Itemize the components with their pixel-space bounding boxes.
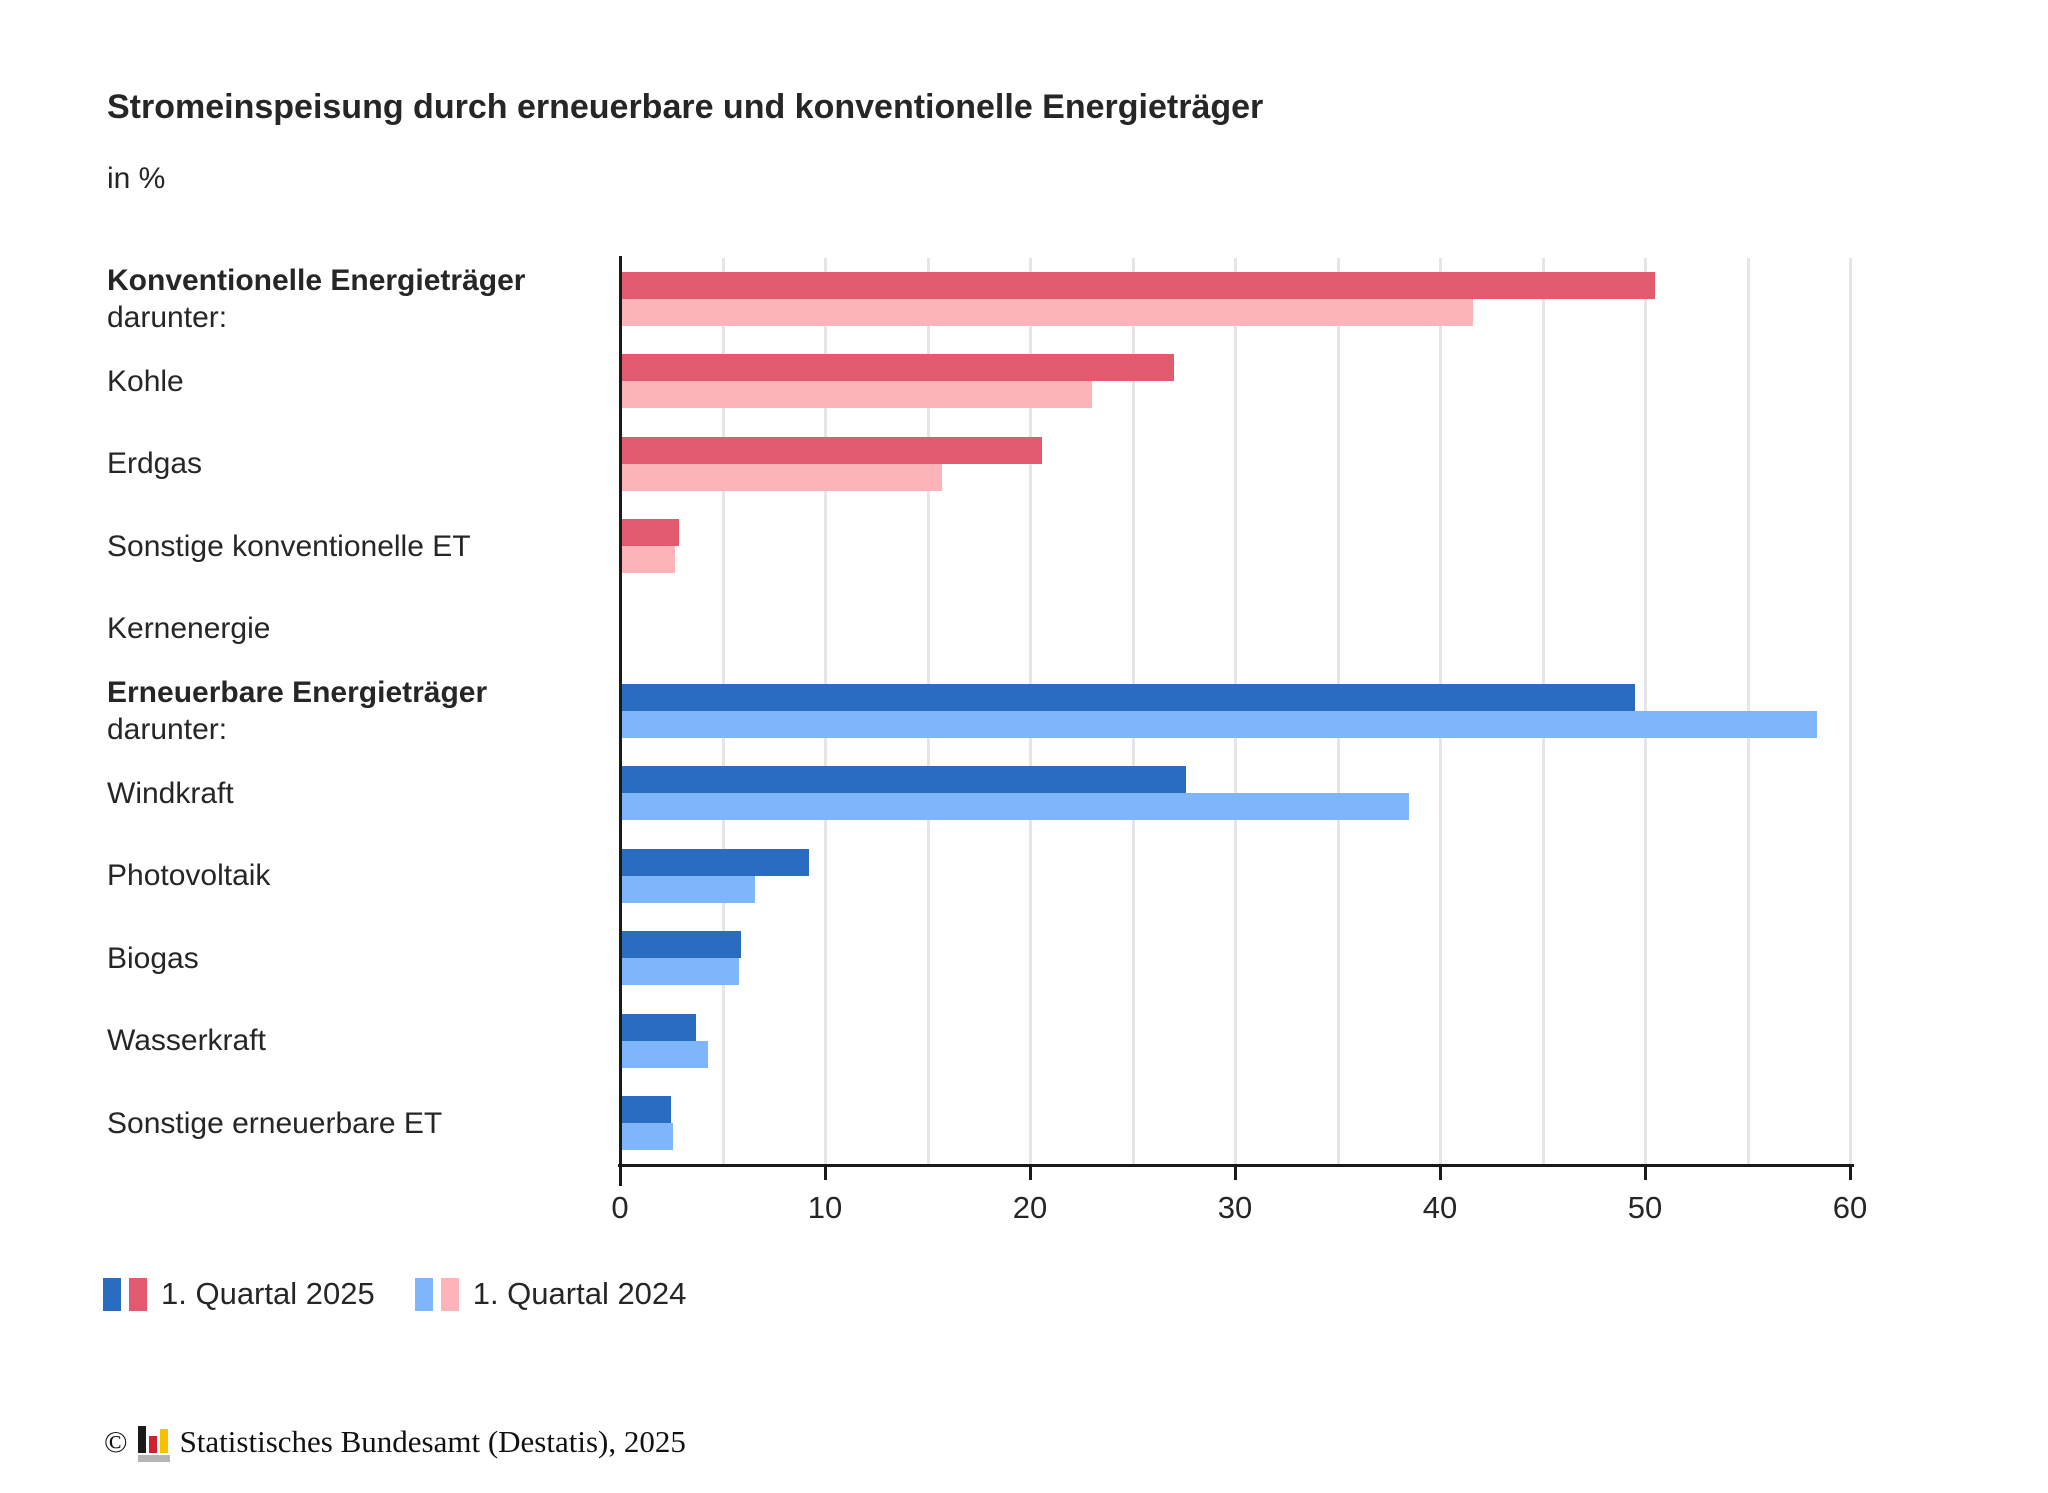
category-label-text: Kohle (107, 364, 184, 398)
category-row: Biogas (0, 917, 2048, 999)
bar-q1-2024 (620, 1123, 674, 1150)
category-row: Sonstige konventionelle ET (0, 505, 2048, 587)
tick-mark (1849, 1167, 1852, 1180)
category-label: Erdgas (107, 423, 602, 505)
category-label-text: Wasserkraft (107, 1024, 266, 1058)
category-label-text: Kernenergie (107, 612, 271, 646)
tick-label: 0 (611, 1190, 629, 1225)
category-label-text: Sonstige konventionelle ET (107, 529, 471, 563)
bar-q1-2025 (620, 931, 741, 959)
category-row: Erdgas (0, 423, 2048, 505)
legend-chip-renewable (414, 1277, 433, 1311)
category-label: Sonstige erneuerbare ET (107, 1082, 602, 1164)
category-row: Kernenergie (0, 588, 2048, 670)
bar-q1-2024 (620, 875, 756, 903)
tick-label: 30 (1217, 1190, 1253, 1225)
category-label: Photovoltaik (107, 835, 602, 917)
y-axis-line (619, 256, 622, 1186)
tick-label: 10 (807, 1190, 843, 1225)
category-label: Konventionelle Energieträger darunter: (107, 258, 602, 340)
category-label-text: Erneuerbare Energieträger (107, 676, 488, 709)
destatis-logo-icon (137, 1422, 170, 1462)
x-axis-line (618, 1164, 1854, 1167)
bar-q1-2025 (620, 354, 1174, 382)
legend-item: 1. Quartal 2024 (414, 1276, 687, 1312)
category-label: Kohle (107, 340, 602, 422)
bar-q1-2024 (620, 463, 942, 491)
bar-q1-2025 (620, 519, 680, 547)
legend-item-label: 1. Quartal 2024 (472, 1276, 687, 1311)
bar-q1-2025 (620, 1096, 672, 1123)
tick-mark (1029, 1167, 1032, 1180)
tick-label: 60 (1832, 1190, 1868, 1225)
source-footer: © Statistisches Bundesamt (Destatis), 20… (104, 1422, 686, 1462)
legend-chip-conventional (129, 1277, 147, 1311)
category-label: Biogas (107, 917, 602, 999)
category-row: Photovoltaik (0, 835, 2048, 917)
bar-q1-2024 (620, 381, 1092, 409)
bar-q1-2025 (620, 272, 1656, 299)
bar-q1-2024 (620, 793, 1410, 821)
tick-mark (824, 1167, 827, 1180)
bar-q1-2025 (620, 766, 1186, 794)
bar-q1-2025 (620, 1013, 696, 1041)
page-title: Stromeinspeisung durch erneuerbare und k… (107, 88, 1264, 126)
tick-mark (1644, 1167, 1647, 1180)
category-label-text: Konventionelle Energieträger (107, 264, 526, 297)
page-subtitle: in % (107, 162, 166, 195)
category-label: Windkraft (107, 752, 602, 834)
category-label-text: Photovoltaik (107, 859, 271, 893)
category-label: Sonstige konventionelle ET (107, 505, 602, 587)
category-label-text: Biogas (107, 941, 199, 975)
bar-q1-2025 (620, 436, 1043, 464)
category-row: Konventionelle Energieträger darunter: (0, 258, 2048, 340)
tick-mark (1234, 1167, 1237, 1180)
tick-mark (1439, 1167, 1442, 1180)
legend: 1. Quartal 2025 1. Quartal 2024 (103, 1276, 686, 1312)
tick-label: 50 (1627, 1190, 1663, 1225)
legend-item-label: 1. Quartal 2025 (161, 1276, 375, 1311)
category-sublabel-text: darunter: (107, 301, 228, 334)
bar-q1-2025 (620, 848, 809, 876)
bar-q1-2024 (620, 299, 1473, 326)
category-label: Wasserkraft (107, 1000, 602, 1082)
legend-chip-renewable (103, 1277, 121, 1311)
bar-q1-2024 (620, 711, 1818, 738)
legend-item: 1. Quartal 2025 (103, 1276, 375, 1312)
copyright-symbol: © (104, 1424, 128, 1459)
bar-q1-2024 (620, 958, 739, 986)
category-label-text: Windkraft (107, 776, 234, 810)
tick-label: 20 (1012, 1190, 1048, 1225)
gridline (1849, 258, 1852, 1164)
category-row: Kohle (0, 340, 2048, 422)
category-label-text: Erdgas (107, 447, 203, 481)
copyright-text: Statistisches Bundesamt (Destatis), 2025 (179, 1424, 686, 1459)
legend-chip-conventional (440, 1277, 459, 1311)
tick-label: 40 (1422, 1190, 1458, 1225)
category-row: Erneuerbare Energieträger darunter: (0, 670, 2048, 752)
category-label: Kernenergie (107, 588, 602, 670)
bar-q1-2025 (620, 684, 1635, 711)
bar-q1-2024 (620, 546, 676, 574)
category-label-text: Sonstige erneuerbare ET (107, 1106, 443, 1140)
category-row: Wasserkraft (0, 1000, 2048, 1082)
category-row: Sonstige erneuerbare ET (0, 1082, 2048, 1164)
category-row: Windkraft (0, 752, 2048, 834)
tick-mark (619, 1167, 622, 1180)
category-sublabel-text: darunter: (107, 713, 228, 746)
category-label: Erneuerbare Energieträger darunter: (107, 670, 602, 752)
bar-q1-2024 (620, 1040, 709, 1068)
